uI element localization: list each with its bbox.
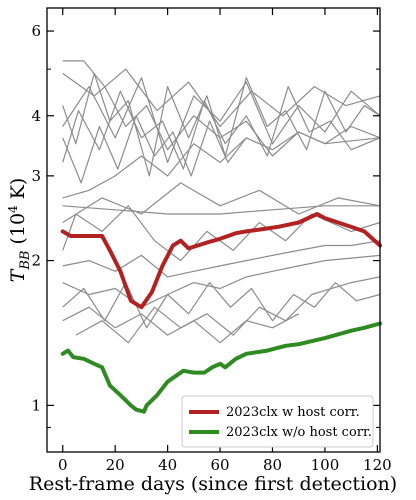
y-tick-label-1: 1 [31,396,41,414]
y-axis: 1 2 3 4 6 [31,22,380,428]
background-line-12 [75,276,381,344]
y-tick-label-2: 2 [31,252,41,270]
y-tick-label-4: 4 [31,107,41,125]
background-lines [62,60,381,344]
background-line-13 [62,68,381,128]
y-axis-label-sub: BB [18,251,33,271]
background-line-10 [62,282,381,329]
x-axis-label: Rest-frame days (since first detection) [29,473,397,495]
x-tick-label-20: 20 [106,456,125,474]
x-tick-label-0: 0 [58,456,68,474]
legend-label-1: 2023clx w/o host corr. [226,425,372,440]
y-axis-label-main: T [7,268,29,282]
highlight-lines [60,212,382,414]
x-tick-label-40: 40 [158,456,177,474]
x-tick-label-100: 100 [311,456,340,474]
background-line-4 [62,131,381,199]
plot-frame [46,7,381,453]
series-line-1 [60,321,382,414]
background-line-14 [62,115,247,184]
x-tick-label-60: 60 [211,456,230,474]
y-axis-label: TBB (104 K) [6,178,33,283]
background-line-0 [62,77,381,163]
legend-box [181,395,374,448]
legend-label-0: 2023clx w host corr. [226,405,360,420]
background-line-8 [62,240,381,278]
series-line-0 [60,212,382,310]
y-axis-label-end: K) [7,178,29,206]
background-line-2 [62,86,381,170]
background-line-5 [62,205,380,215]
x-axis: 0 20 40 60 80 100 120 [58,8,392,474]
background-line-7 [62,205,381,262]
x-tick-label-80: 80 [263,456,282,474]
background-line-6 [62,182,381,224]
background-line-9 [62,254,381,308]
x-tick-label-120: 120 [363,456,392,474]
y-axis-label-rest: (10 [7,213,29,251]
y-tick-label-6: 6 [31,22,41,40]
y-tick-label-3: 3 [31,167,41,185]
legend: 2023clx w host corr. 2023clx w/o host co… [181,395,374,448]
background-line-11 [62,306,299,344]
y-axis-label-sup: 4 [6,205,20,213]
